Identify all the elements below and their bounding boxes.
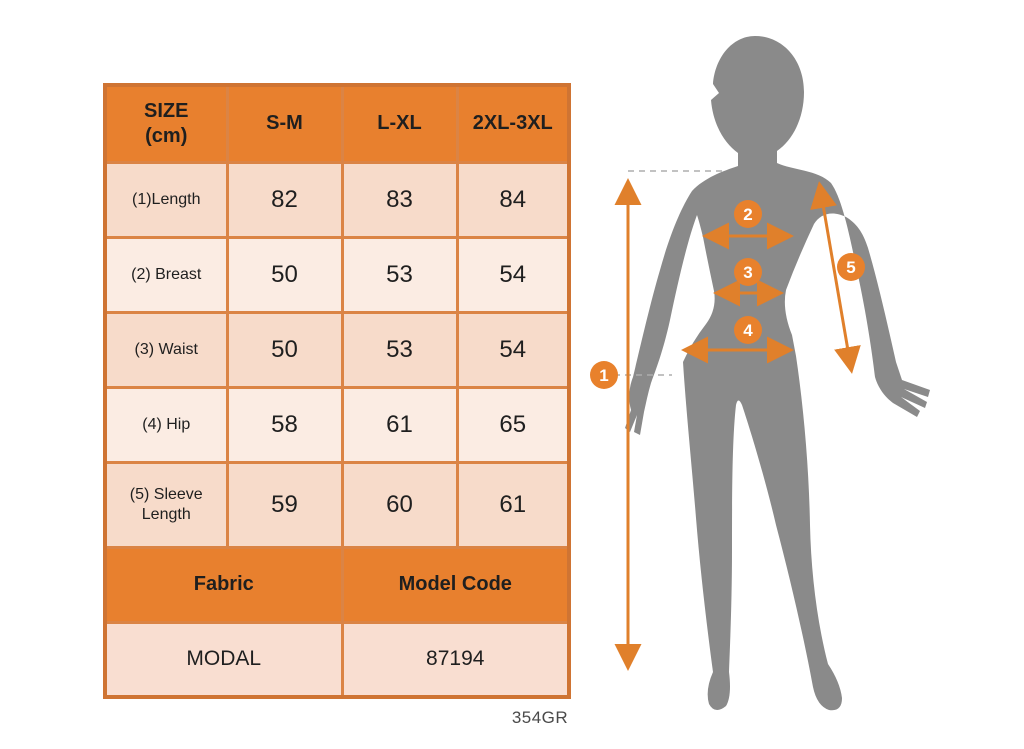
model-code-header-cell: Model Code [340,545,571,624]
cell-value: 65 [455,385,571,464]
row-label: (4) Hip [103,385,229,464]
cell-value: 83 [340,160,459,239]
cell-value: 59 [225,460,344,549]
cell-value: 61 [340,385,459,464]
sleeve-arrow [810,181,861,374]
female-body-silhouette [625,36,930,711]
column-header-lxl: L-XL [340,83,459,164]
measurement-diagram [614,36,930,711]
cell-value: 53 [340,235,459,314]
row-label: (2) Breast [103,235,229,314]
model-code-footnote: 354GR [511,708,569,727]
cell-value: 58 [225,385,344,464]
marker-1-badge: 1 [590,361,618,389]
size-chart-table: SIZE (cm) S-M L-XL 2XL-3XL (1)Length 82 … [103,83,571,699]
cell-value: 60 [340,460,459,549]
cell-value: 82 [225,160,344,239]
column-header-2xl3xl: 2XL-3XL [455,83,571,164]
marker-3-badge: 3 [734,258,762,286]
fabric-header-cell: Fabric [103,545,344,624]
marker-2-badge: 2 [734,200,762,228]
table-row-sleeve-length: (5) Sleeve Length 59 60 61 [103,460,571,549]
table-row-length: (1)Length 82 83 84 [103,160,571,239]
cell-value: 54 [455,235,571,314]
row-label: (5) Sleeve Length [103,460,229,549]
cell-value: 54 [455,310,571,389]
marker-4-badge: 4 [734,316,762,344]
cell-value: 50 [225,235,344,314]
model-code-value-cell: 87194 [340,620,571,699]
cell-value: 53 [340,310,459,389]
column-header-sm: S-M [225,83,344,164]
table-row-waist: (3) Waist 50 53 54 [103,310,571,389]
cell-value: 50 [225,310,344,389]
size-header-cell: SIZE (cm) [103,83,229,164]
cell-value: 61 [455,460,571,549]
table-row-breast: (2) Breast 50 53 54 [103,235,571,314]
row-label: (3) Waist [103,310,229,389]
table-row-hip: (4) Hip 58 61 65 [103,385,571,464]
row-label: (1)Length [103,160,229,239]
cell-value: 84 [455,160,571,239]
marker-5-badge: 5 [837,253,865,281]
fabric-value-cell: MODAL [103,620,344,699]
